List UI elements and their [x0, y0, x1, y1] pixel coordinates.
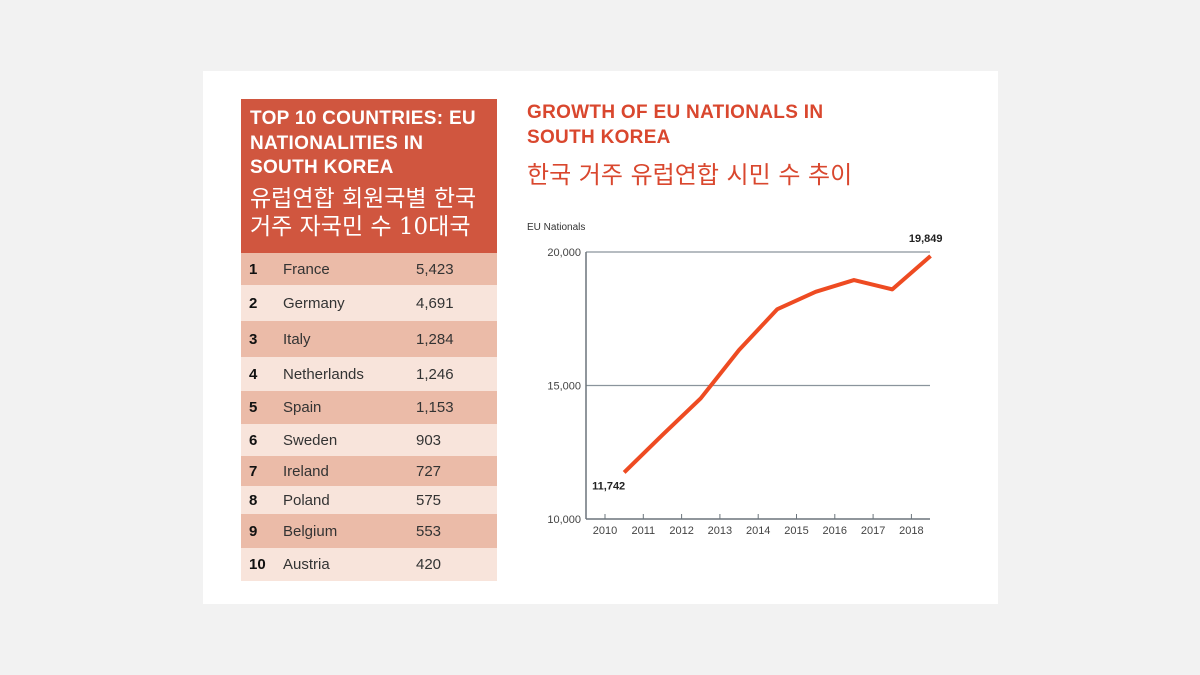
x-tick-label: 2011	[631, 525, 655, 537]
table-title-ko-1: 유럽연합 회원국별 한국	[250, 185, 477, 212]
table-row: 9 Belgium 553	[241, 514, 497, 548]
cell-value: 727	[416, 462, 442, 480]
cell-country: Poland	[283, 491, 330, 509]
y-tick-label: 15,000	[547, 381, 581, 393]
table-row: 5 Spain 1,153	[241, 391, 497, 424]
cell-country: Belgium	[283, 522, 338, 540]
x-tick-label: 2014	[746, 525, 770, 537]
data-label-last: 19,849	[909, 233, 943, 245]
cell-value: 1,153	[416, 399, 454, 416]
chart-title-ko: 한국 거주 유럽연합 시민 수 추이	[527, 161, 853, 189]
table-row: 8 Poland 575	[241, 486, 497, 514]
x-tick-label: 2017	[861, 525, 885, 537]
series-line	[622, 254, 932, 474]
chart-title: GROWTH OF EU NATIONALS IN SOUTH KOREA	[527, 102, 824, 148]
table-row: 10 Austria 420	[241, 548, 497, 581]
cell-value: 5,423	[416, 260, 454, 278]
cell-value: 420	[416, 556, 442, 573]
cell-rank: 7	[249, 462, 258, 480]
cell-rank: 2	[249, 294, 258, 312]
data-label-first: 11,742	[592, 480, 625, 492]
cell-country: France	[283, 260, 330, 278]
cell-rank: 1	[249, 260, 258, 278]
top10-table: TOP 10 COUNTRIES: EU NATIONALITIES IN SO…	[241, 99, 497, 581]
cell-country: Sweden	[283, 431, 338, 449]
cell-country: Austria	[283, 556, 330, 573]
x-tick-label: 2016	[823, 525, 847, 537]
x-tick-label: 2018	[899, 525, 923, 537]
cell-rank: 10	[249, 556, 266, 573]
table-title-en: TOP 10 COUNTRIES: EU NATIONALITIES IN SO…	[250, 108, 476, 178]
table-header: TOP 10 COUNTRIES: EU NATIONALITIES IN SO…	[241, 99, 497, 253]
y-tick-label: 20,000	[547, 247, 581, 259]
x-tick-label: 2012	[669, 525, 693, 537]
cell-value: 1,246	[416, 365, 454, 383]
cell-country: Netherlands	[283, 365, 364, 383]
table-row: 4 Netherlands 1,246	[241, 357, 497, 391]
cell-rank: 4	[249, 365, 258, 383]
x-tick-label: 2013	[708, 525, 732, 537]
cell-value: 903	[416, 431, 442, 449]
cell-rank: 8	[249, 491, 258, 509]
cell-rank: 5	[249, 399, 258, 416]
table-body: 1 France 5,423 2 Germany 4,691 3 Italy 1,284 4 Net…	[241, 253, 497, 581]
table-row: 1 France 5,423	[241, 253, 497, 285]
cell-value: 1,284	[416, 330, 454, 348]
cell-value: 575	[416, 491, 442, 509]
y-tick-label: 10,000	[547, 514, 581, 526]
table-title-ko-2: 거주 자국민 수 10대국	[250, 213, 471, 240]
table-row: 6 Sweden 903	[241, 424, 497, 456]
table-row: 2 Germany 4,691	[241, 285, 497, 321]
cell-rank: 9	[249, 522, 258, 540]
cell-country: Spain	[283, 399, 322, 416]
cell-country: Germany	[283, 294, 345, 312]
cell-country: Italy	[283, 330, 311, 348]
cell-rank: 3	[249, 330, 258, 348]
x-tick-label: 2015	[784, 525, 808, 537]
table-row: 7 Ireland 727	[241, 456, 497, 486]
cell-value: 553	[416, 522, 442, 540]
x-tick-label: 2010	[593, 525, 617, 537]
y-axis-label: EU Nationals	[527, 222, 585, 233]
cell-country: Ireland	[283, 462, 329, 480]
table-row: 3 Italy 1,284	[241, 321, 497, 357]
cell-rank: 6	[249, 431, 258, 449]
cell-value: 4,691	[416, 294, 454, 312]
